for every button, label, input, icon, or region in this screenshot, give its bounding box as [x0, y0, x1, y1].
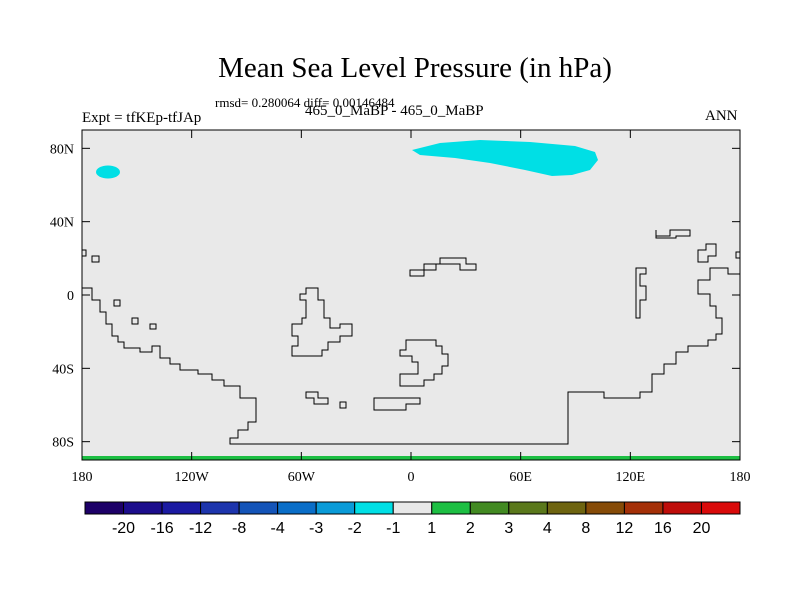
colorbar-label: 1: [427, 520, 436, 537]
colorbar-label: 12: [616, 520, 634, 537]
x-tick-label: 120E: [616, 470, 646, 485]
colorbar-swatch: [84, 501, 125, 515]
colorbar-swatch: [700, 501, 741, 515]
island-outline-12: [131, 317, 139, 325]
colorbar-swatch: [585, 501, 625, 515]
x-axis: 180 120W 60W 0 60E 120E 180: [72, 130, 751, 485]
colorbar-label: 16: [654, 520, 672, 537]
x-tick-label: 180: [730, 470, 751, 485]
continent-outlines: [82, 229, 740, 445]
colorbar-label: 8: [581, 520, 590, 537]
island-outline-5: [305, 391, 329, 405]
colorbar-swatch: [277, 501, 317, 515]
colorbar-label: -8: [232, 520, 246, 537]
west-edge-fragment: [82, 249, 87, 257]
y-tick-label: 80S: [52, 436, 74, 451]
y-tick-label: 40S: [52, 362, 74, 377]
colorbar-label: -3: [309, 520, 323, 537]
plot-background: [82, 130, 740, 460]
colorbar-label: -20: [112, 520, 135, 537]
colorbar-label: 2: [466, 520, 475, 537]
colorbar-swatch: [123, 501, 163, 515]
colorbar-swatch: [315, 501, 356, 515]
x-tick-label: 60W: [288, 470, 316, 485]
colorbar-label: 4: [543, 520, 552, 537]
colorbar-swatch: [200, 501, 240, 515]
colorbar: -20 -16 -12 -8 -4 -3 -2 -1 1 2 3 4 8 12 16 20: [84, 501, 741, 537]
island-outline-11: [113, 299, 121, 307]
island-outline-3: [399, 339, 449, 387]
island-outline-1: [291, 287, 353, 357]
island-outline-6: [339, 401, 347, 409]
stats-line: rmsd= 0.280064 diff= 0.00146484: [215, 95, 395, 110]
colorbar-swatch: [354, 501, 394, 515]
colorbar-swatch: [546, 501, 587, 515]
island-outline-7: [635, 267, 647, 319]
island-outline-4: [373, 397, 421, 411]
comparison-label: 465_0_MaBP - 465_0_MaBP: [305, 103, 484, 119]
y-tick-label: 0: [67, 289, 74, 304]
negative-anomaly-region-west: [96, 165, 120, 179]
chart-title: Mean Sea Level Pressure (in hPa): [218, 52, 612, 84]
y-axis: 80N 40N 0 40S 80S: [50, 142, 740, 451]
colorbar-swatch: [392, 501, 433, 515]
colorbar-label: -4: [271, 520, 285, 537]
colorbar-label: -12: [189, 520, 212, 537]
colorbar-swatch: [238, 501, 279, 515]
colorbar-label: -16: [150, 520, 173, 537]
colorbar-swatch: [431, 501, 471, 515]
colorbar-label: 20: [693, 520, 711, 537]
island-outline-9: [697, 243, 717, 263]
east-edge-fragment: [735, 251, 740, 259]
island-outline-10: [91, 255, 100, 263]
season-label: ANN: [705, 108, 738, 124]
colorbar-swatch: [161, 501, 202, 515]
colorbar-swatch: [623, 501, 664, 515]
x-tick-label: 60E: [509, 470, 532, 485]
island-outline-8: [655, 229, 691, 239]
island-outline-13: [149, 323, 157, 330]
y-tick-label: 40N: [50, 216, 74, 231]
colorbar-label: 3: [504, 520, 513, 537]
x-tick-label: 0: [408, 470, 415, 485]
colorbar-swatch: [508, 501, 548, 515]
colorbar-label: -2: [348, 520, 362, 537]
colorbar-swatch: [662, 501, 702, 515]
colorbar-swatch: [469, 501, 510, 515]
colorbar-label: -1: [386, 520, 400, 537]
y-tick-label: 80N: [50, 142, 74, 157]
x-tick-label: 180: [72, 470, 93, 485]
main-continent-outline: [82, 267, 740, 445]
x-tick-label: 120W: [175, 470, 210, 485]
experiment-label: Expt = tfKEp-tfJAp: [82, 110, 202, 126]
negative-anomaly-region-north: [412, 140, 598, 176]
island-outline-2: [409, 257, 477, 277]
